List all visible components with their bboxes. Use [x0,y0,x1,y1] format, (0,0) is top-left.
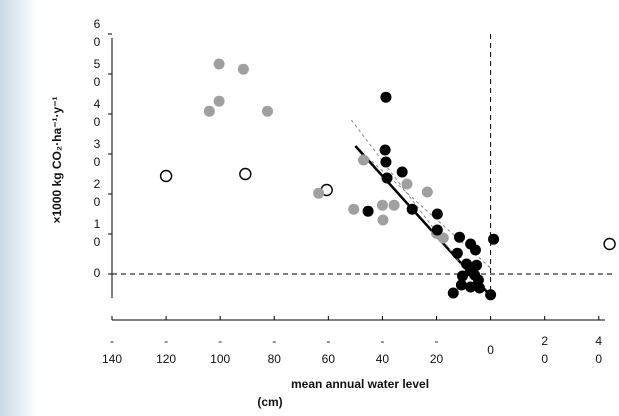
point [456,270,468,282]
point [376,199,388,211]
tick-label-part: 0 [94,75,101,89]
point [358,154,369,166]
tick-label-part: 6 [94,17,101,31]
point [396,166,408,178]
point [239,167,252,181]
point [159,169,173,183]
point [401,178,413,190]
tick-label-part: - [164,334,168,348]
point [455,279,467,291]
point [447,287,459,299]
tick-label-part: 0 [595,352,602,366]
tick-label-part: - [435,334,439,348]
point [485,289,497,301]
y-axis-title: ×1000 kg CO₂·ha⁻¹·y⁻¹ [50,96,64,223]
tick-label-part: 60 [322,352,336,366]
tick-label-part: 3 [94,137,101,151]
point [465,281,477,293]
point [380,91,392,103]
y-tick-label: 0 [94,266,101,280]
tick-label-part: 120 [156,352,176,366]
point [471,259,483,271]
x-tick-label: - 80 [268,334,282,366]
x-tick-label: - 120 [156,334,176,366]
tick-label-part: 4 [595,334,602,348]
point [261,105,273,117]
point [469,244,481,256]
point [388,199,400,211]
point [406,203,418,215]
tick-label-part: 140 [102,352,122,366]
x-axis-title: mean annual water level [291,377,429,391]
tick-label-part: 80 [268,352,282,366]
point [472,274,484,286]
point [431,208,443,220]
tick-label-part: 5 [94,57,101,71]
point [454,231,466,243]
point [213,95,225,107]
tick-label-part: 2 [94,177,101,191]
x-tick-label: - 140 [102,334,122,366]
point [348,203,360,215]
tick-label-part: 0 [94,155,101,169]
point [362,205,374,217]
tick-label-part: - [380,334,384,348]
point [213,58,225,70]
point [379,144,391,156]
point [237,63,249,75]
tick-label-part: 0 [94,115,101,129]
tick-label-part: 100 [210,352,230,366]
point [203,105,215,117]
tick-label-part: 1 [94,217,101,231]
x-tick-label: - 60 [322,334,336,366]
tick-label-part: - [218,334,222,348]
point [377,214,389,226]
point [313,187,325,199]
x-tick-label: - 100 [210,334,230,366]
point [603,237,616,251]
point [421,186,433,198]
tick-label-part: 20 [430,352,444,366]
point [437,232,449,244]
point [488,233,500,245]
point [474,282,486,294]
x-axis-title: (cm) [257,395,282,409]
tick-label-part: 0 [94,195,101,209]
x-tick-label: 0 [487,343,494,357]
x-tick-label: - 20 [430,334,444,366]
tick-label-part: 0 [541,352,548,366]
point [380,156,392,168]
tick-label-part: - [272,334,276,348]
tick-label-part: - [326,334,330,348]
tick-label-part: 4 [94,97,101,111]
tick-label-part: 40 [376,352,390,366]
tick-label-part: 0 [94,35,101,49]
point [451,247,463,259]
point [381,172,393,184]
tick-label-part: - [110,334,114,348]
x-tick-label: - 40 [376,334,390,366]
tick-label-part: 0 [94,235,101,249]
point [431,224,443,236]
tick-label-part: 2 [541,334,548,348]
